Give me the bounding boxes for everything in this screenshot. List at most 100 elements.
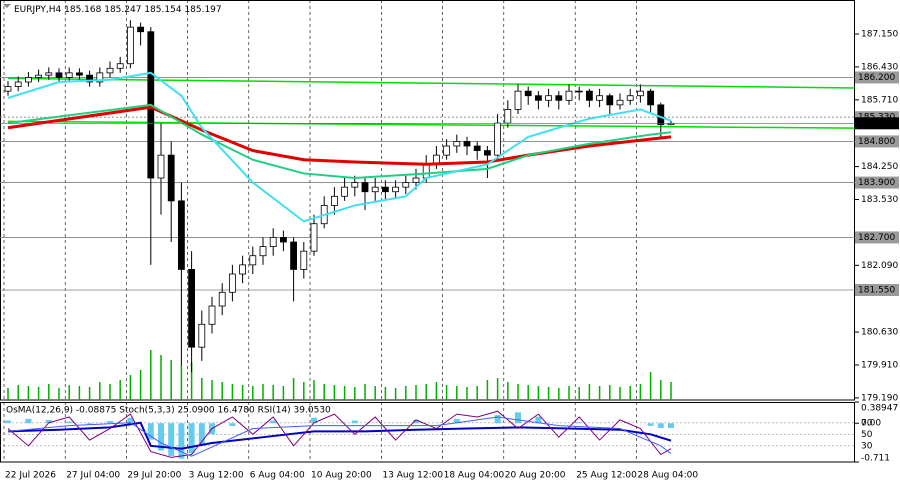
osma-tick-label: 0.38947 <box>861 404 898 414</box>
candle-body <box>371 186 379 193</box>
candle-body <box>341 186 349 197</box>
osma-bar <box>188 423 195 454</box>
candle-body <box>106 67 114 74</box>
osma-bar <box>198 423 205 446</box>
candle-body <box>596 95 603 101</box>
candle-body <box>626 95 634 101</box>
osma-bar <box>270 420 277 424</box>
candle-body <box>300 250 308 270</box>
candle-body <box>412 177 420 183</box>
candle-body <box>14 81 22 87</box>
y-tick-label: 185.710 <box>861 95 898 105</box>
x-tick-label: 6 Aug 04:00 <box>250 471 305 481</box>
y-tick-label: 180.630 <box>861 328 898 338</box>
candle-body <box>514 90 522 110</box>
osma-bar <box>178 423 185 459</box>
y-tick-label: 184.250 <box>861 162 898 172</box>
candle-body <box>35 74 42 78</box>
close: 185.197 <box>184 5 221 15</box>
osma-bar <box>535 416 542 424</box>
candle-body <box>45 72 53 76</box>
osma-bar <box>45 419 52 424</box>
candle-body <box>330 195 338 206</box>
osma-bar <box>413 419 419 424</box>
level-label: 184.800 <box>858 137 895 147</box>
chart-header: EURJPY,H4 185.168 185.247 185.154 185.19… <box>14 5 222 15</box>
osma-bar <box>5 420 11 424</box>
symbol-icon[interactable] <box>3 4 11 8</box>
moving-average <box>7 105 672 166</box>
candle-body <box>24 77 32 83</box>
oscillator-line <box>7 410 672 458</box>
osma-bar <box>576 422 583 424</box>
osma-bar <box>668 423 674 429</box>
y-tick-label: 183.530 <box>861 195 898 205</box>
level-label: 181.550 <box>858 286 895 296</box>
candle-body <box>127 26 134 65</box>
price-box <box>855 117 899 130</box>
symbol: EURJPY,H4 <box>14 5 62 15</box>
osma-bar <box>66 421 73 424</box>
osma-bar <box>107 421 113 424</box>
candle-body <box>76 72 83 76</box>
candle-body <box>239 264 247 275</box>
candle-body <box>483 150 491 156</box>
candle-body <box>157 154 165 179</box>
level-box <box>855 135 899 148</box>
osma-bar <box>127 417 134 424</box>
level-box <box>855 176 899 189</box>
high: 185.247 <box>104 5 141 15</box>
y-tick-label: 187.150 <box>861 30 898 40</box>
osma-bar <box>647 423 654 426</box>
candle-body <box>586 90 593 101</box>
level-box <box>855 231 899 244</box>
candle-body <box>188 269 196 348</box>
candle-body <box>116 63 124 69</box>
candle-body <box>290 241 298 270</box>
candle-body <box>86 74 93 83</box>
candle-body <box>137 26 145 33</box>
candle-body <box>4 86 12 92</box>
level-label: 186.200 <box>858 73 895 83</box>
y2-tick-label: 70 <box>861 418 873 428</box>
candle-body <box>555 95 563 101</box>
osma-bar <box>453 418 460 424</box>
candle-body <box>208 305 216 325</box>
open: 185.168 <box>64 5 101 15</box>
candle-body <box>473 145 481 151</box>
candle-body <box>55 72 63 78</box>
x-tick-label: 13 Aug 12:00 <box>382 471 443 481</box>
oscillator-line <box>7 421 672 450</box>
candle-body <box>637 90 644 97</box>
osma-bar <box>311 417 317 424</box>
moving-average <box>7 71 672 223</box>
main-frame <box>0 0 855 401</box>
candle-body <box>575 90 583 93</box>
candle-body <box>96 72 104 83</box>
price-label: 185.197 <box>858 119 895 129</box>
candle-body <box>310 223 318 252</box>
candle-body <box>269 237 277 247</box>
y2-tick-label: 30 <box>861 441 873 451</box>
x-tick-label: 22 Jul 2026 <box>5 471 56 481</box>
level-box <box>855 284 899 297</box>
osma-bar <box>86 423 93 425</box>
candle-body <box>279 237 287 243</box>
x-tick-label: 3 Aug 12:00 <box>189 471 244 481</box>
candle-body <box>494 122 502 156</box>
x-tick-label: 10 Aug 20:00 <box>311 471 372 481</box>
candle-body <box>606 95 614 106</box>
low: 185.154 <box>144 5 181 15</box>
oscillator-line <box>7 416 672 457</box>
x-tick-label: 27 Jul 04:00 <box>66 471 120 481</box>
candle-body <box>218 291 226 307</box>
candle-body <box>647 90 654 106</box>
osma-bar <box>25 418 32 424</box>
y2-tick-label: 50 <box>861 430 873 440</box>
osma-bar <box>351 420 358 424</box>
candle-body <box>422 163 430 179</box>
candle-body <box>177 200 185 270</box>
candle-body <box>443 145 451 156</box>
